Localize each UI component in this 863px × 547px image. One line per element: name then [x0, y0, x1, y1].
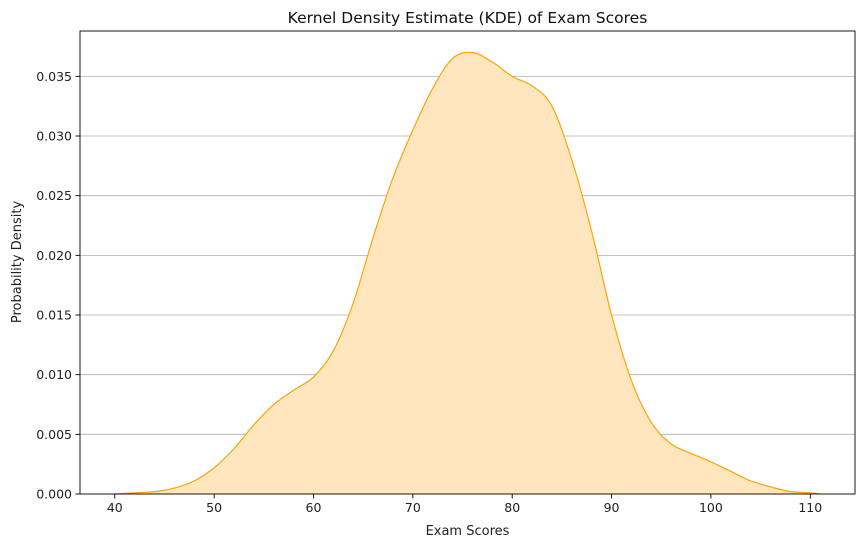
x-tick-label: 80 [504, 500, 520, 515]
x-tick-label: 70 [405, 500, 421, 515]
y-tick-label: 0.035 [36, 69, 72, 84]
x-tick-label: 40 [107, 500, 123, 515]
y-tick-label: 0.030 [36, 129, 72, 144]
plot-frame [79, 30, 856, 495]
chart-title: Kernel Density Estimate (KDE) of Exam Sc… [288, 9, 648, 27]
y-tick-label: 0.005 [36, 427, 72, 442]
kde-curve-line [114, 51, 821, 495]
x-tick-label: 110 [798, 500, 822, 515]
x-axis-ticks: 40 50 60 70 80 90 100 110 [107, 494, 822, 515]
x-tick-label: 50 [206, 500, 222, 515]
x-tick-label: 100 [699, 500, 723, 515]
y-tick-label: 0.010 [36, 367, 72, 382]
x-tick-label: 60 [306, 500, 322, 515]
y-axis-label: Probability Density [10, 201, 25, 324]
y-tick-label: 0.025 [36, 188, 72, 203]
x-tick-label: 90 [604, 500, 620, 515]
y-tick-label: 0.000 [36, 487, 72, 502]
y-tick-label: 0.020 [36, 248, 72, 263]
kde-area-fill [114, 52, 821, 495]
y-tick-label: 0.015 [36, 308, 72, 323]
x-axis-label: Exam Scores [426, 524, 510, 539]
y-axis-ticks: 0.000 0.005 0.010 0.015 0.020 0.025 0.030 0.035 [36, 69, 80, 502]
